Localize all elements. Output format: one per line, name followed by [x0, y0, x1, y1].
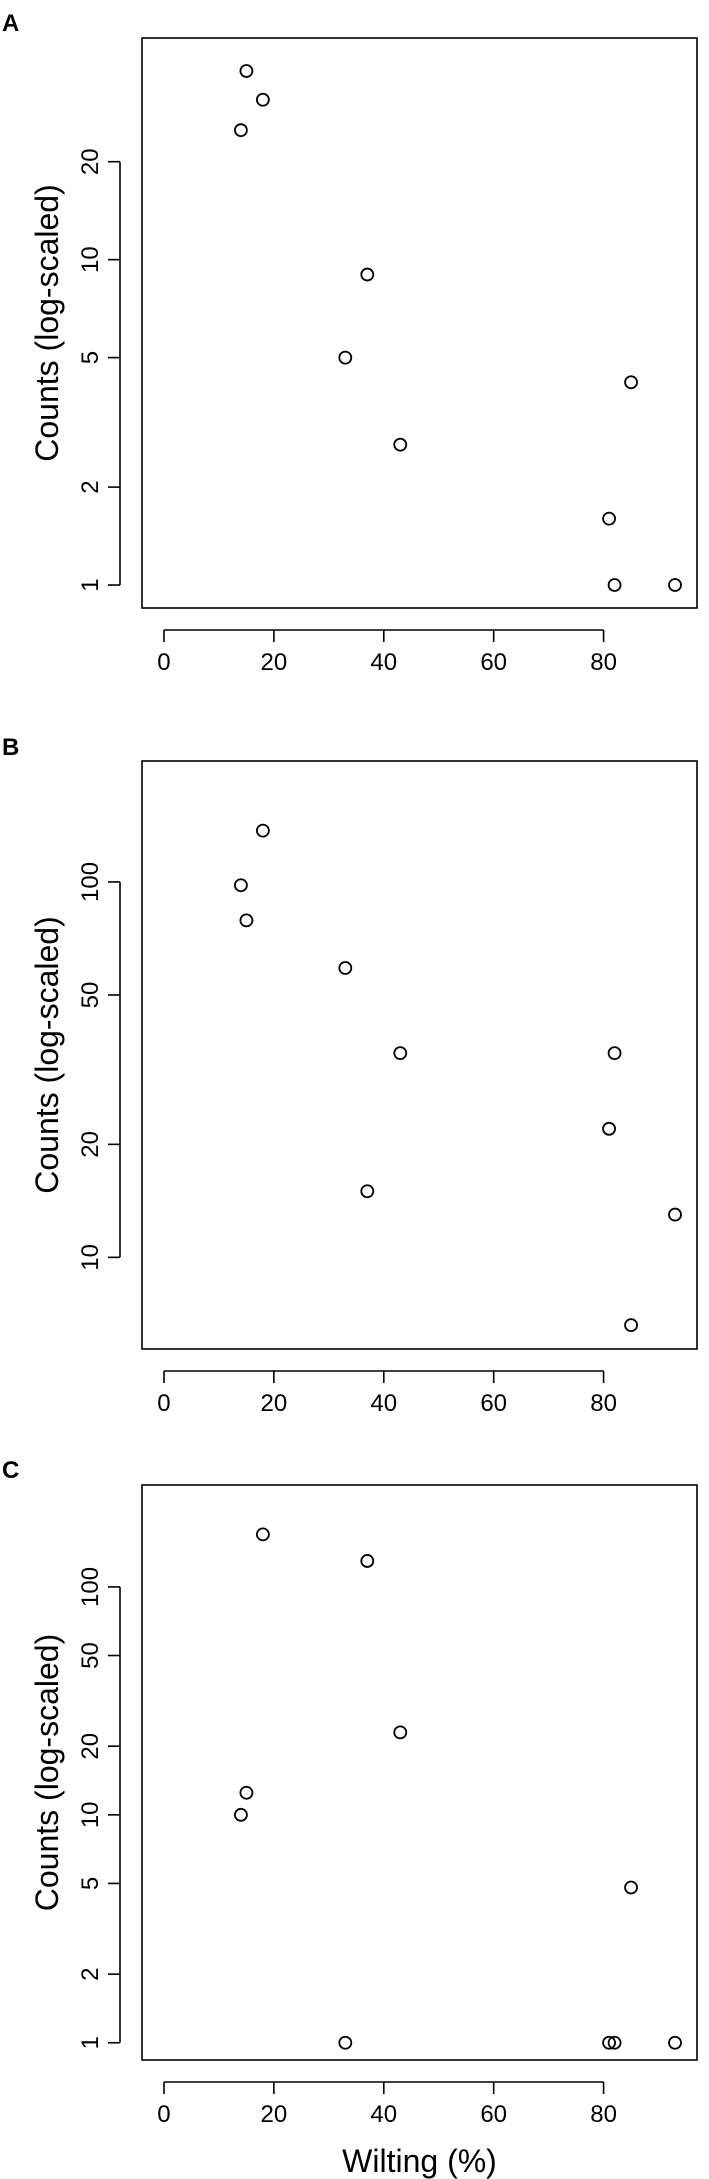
y-tick-label: 20 [77, 148, 104, 175]
x-tick-label: 20 [261, 2101, 288, 2128]
y-tick-label: 50 [77, 1642, 104, 1669]
x-tick-label: 80 [590, 2101, 617, 2128]
y-axis-title: Counts (log-scaled) [29, 184, 65, 461]
data-point [602, 511, 616, 526]
y-tick-label: 5 [77, 351, 104, 364]
data-point [234, 1807, 248, 1822]
x-tick-label: 20 [261, 649, 288, 676]
y-axis-title: Counts (log-scaled) [29, 1634, 65, 1911]
x-tick-label: 60 [480, 2101, 507, 2128]
data-point [393, 1046, 408, 1061]
data-point [360, 1554, 375, 1568]
x-tick-label: 0 [157, 2101, 170, 2128]
y-tick-label: 1 [77, 2036, 104, 2049]
data-point [239, 913, 254, 928]
data-point [602, 1121, 616, 1136]
data-point [360, 1184, 375, 1199]
data-point [668, 2035, 682, 2050]
x-tick-label: 0 [157, 1390, 170, 1417]
data-point [624, 1318, 638, 1332]
y-tick-label: 10 [77, 246, 104, 273]
y-tick-label: 20 [77, 1733, 104, 1760]
data-point [607, 578, 622, 592]
data-point [255, 92, 270, 107]
data-point [393, 437, 408, 452]
data-point [239, 1785, 254, 1800]
data-point [338, 961, 353, 975]
y-tick-label: 1 [77, 578, 104, 591]
data-point [607, 1046, 622, 1061]
x-tick-label: 20 [261, 1390, 288, 1417]
plot-frame [141, 760, 698, 1350]
x-tick-label: 40 [370, 2101, 397, 2128]
y-tick-label: 50 [77, 982, 104, 1009]
x-tick-label: 60 [480, 649, 507, 676]
x-axis-title: Wilting (%) [342, 2143, 497, 2179]
plot-frame [141, 37, 698, 609]
data-point [624, 375, 638, 390]
plot-frame [141, 1484, 698, 2061]
data-point [393, 1725, 408, 1740]
x-tick-label: 40 [370, 1390, 397, 1417]
y-tick-label: 10 [77, 1801, 104, 1828]
x-tick-label: 80 [590, 649, 617, 676]
panel-b: B 0 20 40 60 80 10 20 50 100 Counts (log-scaled) [2, 734, 698, 1417]
data-point [338, 2035, 353, 2050]
panel-label: C [2, 1457, 19, 1484]
data-point [255, 1527, 270, 1542]
x-tick-label: 0 [157, 649, 170, 676]
x-tick-label: 80 [590, 1390, 617, 1417]
data-point [668, 578, 682, 592]
panel-label: A [2, 10, 19, 37]
data-point [668, 1207, 682, 1222]
panel-a: A 0 20 40 60 80 1 2 5 10 20 Counts (log-scaled) [2, 10, 698, 676]
data-point [602, 2035, 616, 2050]
data-point [255, 823, 270, 838]
data-point [239, 64, 254, 78]
y-tick-label: 2 [77, 480, 104, 493]
data-point [338, 350, 353, 365]
data-point [234, 878, 248, 893]
y-tick-label: 2 [77, 1967, 104, 1980]
panel-c: C 0 20 40 60 80 1 2 5 10 20 50 100 Counts (log-scaled… [2, 1457, 698, 2179]
x-tick-label: 60 [480, 1390, 507, 1417]
data-point [234, 123, 248, 138]
y-tick-label: 10 [77, 1244, 104, 1271]
panel-label: B [2, 734, 19, 761]
data-point [607, 2035, 622, 2050]
x-tick-label: 40 [370, 649, 397, 676]
y-tick-label: 20 [77, 1131, 104, 1158]
y-axis-title: Counts (log-scaled) [29, 916, 65, 1193]
data-point [624, 1880, 638, 1895]
y-tick-label: 5 [77, 1877, 104, 1890]
y-tick-label: 100 [77, 862, 104, 902]
y-tick-label: 100 [77, 1567, 104, 1607]
data-point [360, 267, 375, 282]
